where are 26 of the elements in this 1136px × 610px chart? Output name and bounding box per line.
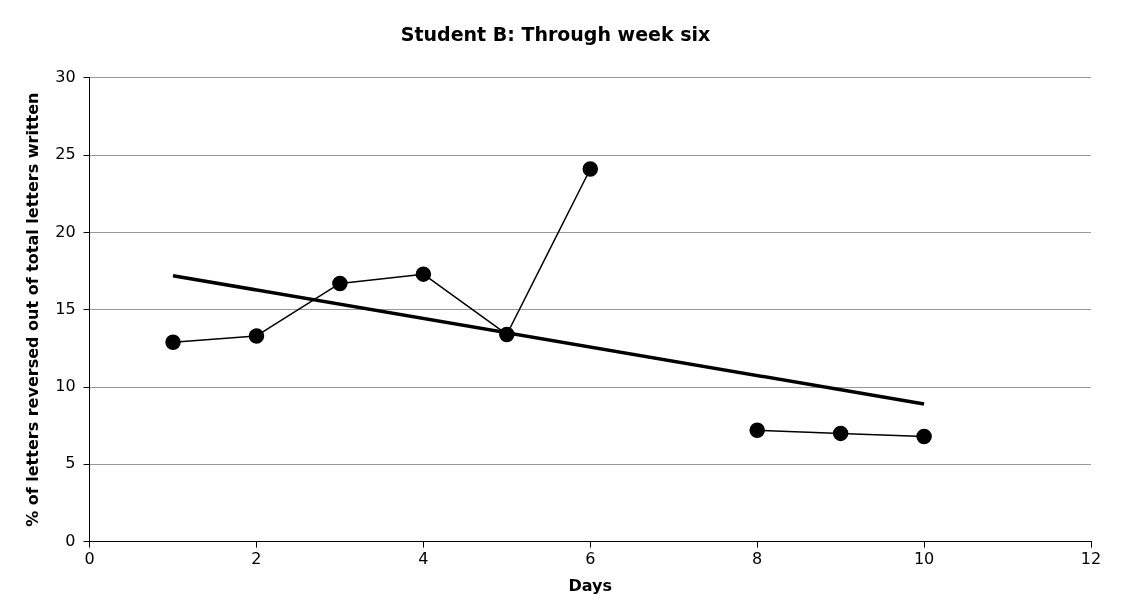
y-tick-label: 15 — [55, 298, 76, 318]
y-tick-label: 20 — [55, 221, 76, 241]
y-tick-label: 5 — [65, 453, 76, 473]
x-tick-label: 12 — [1080, 549, 1102, 569]
x-tick-label: 4 — [418, 549, 429, 569]
point — [332, 275, 348, 292]
x-tick-label: 2 — [251, 549, 262, 569]
y-tick-label: 30 — [55, 66, 76, 86]
point — [248, 328, 265, 344]
x-axis-title: Days — [568, 575, 613, 595]
chart-title: Student B: Through week six — [400, 23, 711, 46]
point — [832, 425, 849, 442]
x-tick-label: 10 — [913, 549, 935, 569]
point — [165, 334, 181, 350]
x-tick-label: 0 — [84, 549, 95, 569]
point — [582, 161, 599, 177]
y-tick-label: 25 — [55, 144, 76, 164]
y-tick-label: 0 — [65, 530, 76, 550]
y-axis-title: % of letters reversed out of total letters written — [22, 92, 42, 527]
point — [916, 428, 932, 445]
point — [415, 266, 432, 282]
x-tick-label: 6 — [585, 549, 596, 569]
y-tick-label: 10 — [55, 376, 76, 396]
x-tick-label: 8 — [752, 549, 763, 569]
point — [749, 422, 765, 439]
point — [499, 326, 515, 343]
